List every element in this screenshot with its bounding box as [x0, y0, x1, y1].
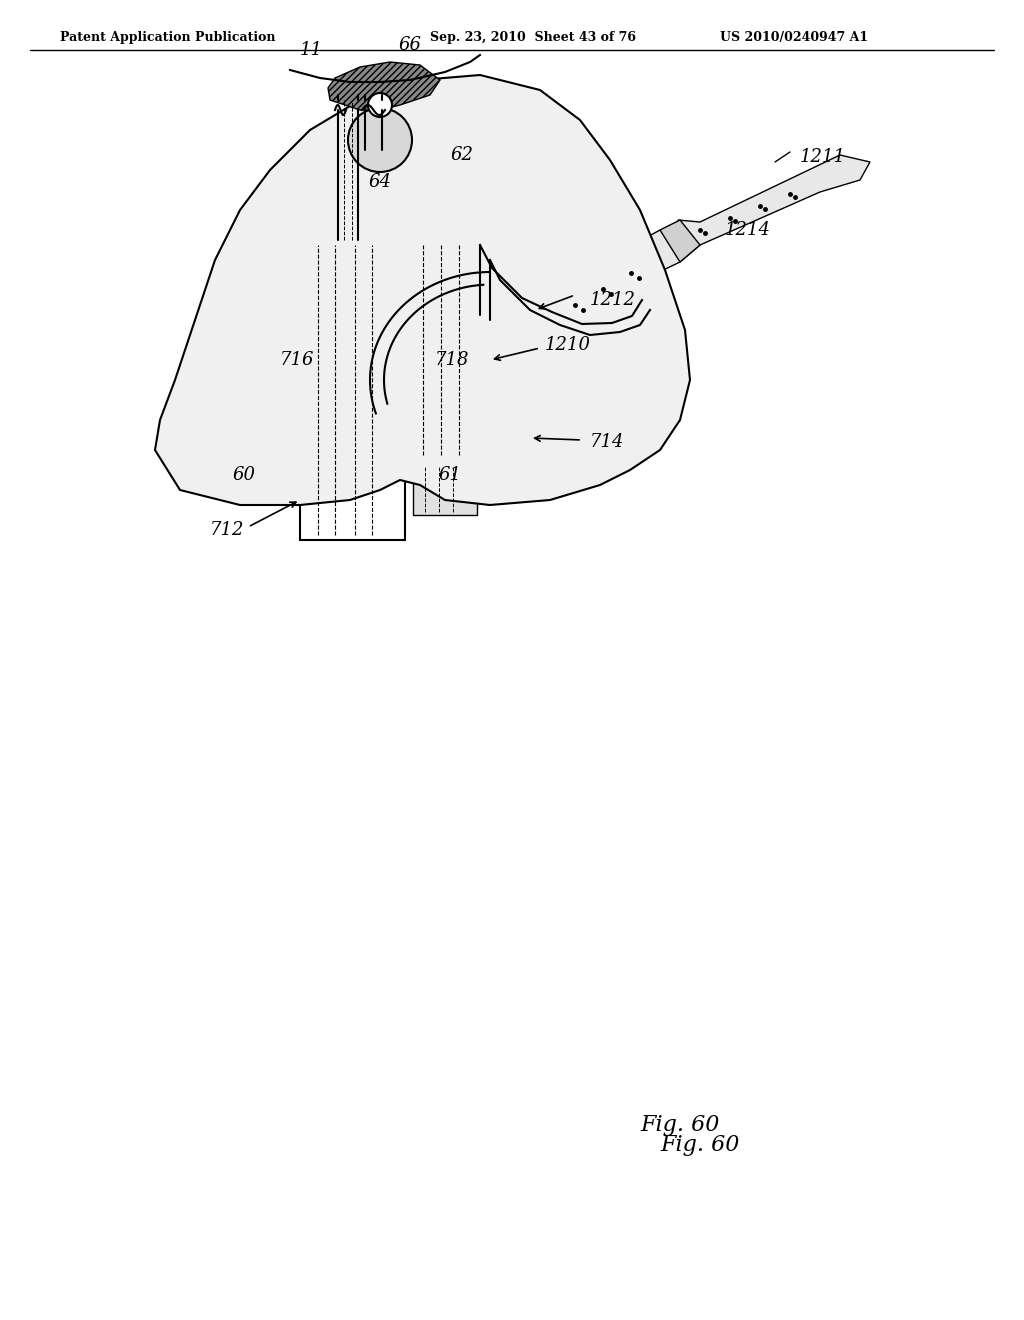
Text: 66: 66 [398, 36, 421, 54]
Text: 1211: 1211 [800, 148, 846, 166]
Text: Fig. 60: Fig. 60 [640, 1114, 720, 1137]
Polygon shape [328, 62, 440, 110]
Bar [406, 240, 485, 459]
Text: 716: 716 [280, 351, 314, 370]
Bar [300, 240, 406, 540]
Text: Fig. 60: Fig. 60 [660, 1134, 739, 1156]
Text: 62: 62 [450, 147, 473, 164]
Text: 718: 718 [435, 351, 469, 370]
Text: US 2010/0240947 A1: US 2010/0240947 A1 [720, 30, 868, 44]
Polygon shape [660, 220, 700, 261]
Circle shape [308, 338, 322, 352]
Bar [413, 465, 477, 515]
Text: 1212: 1212 [590, 290, 636, 309]
Text: 712: 712 [210, 521, 245, 539]
Text: 11: 11 [300, 41, 323, 59]
Polygon shape [410, 150, 505, 240]
Text: Sep. 23, 2010  Sheet 43 of 76: Sep. 23, 2010 Sheet 43 of 76 [430, 30, 636, 44]
Circle shape [348, 108, 412, 172]
Bar [319, 392, 348, 420]
Text: 1214: 1214 [725, 220, 771, 239]
Text: 64: 64 [368, 173, 391, 191]
Polygon shape [155, 75, 690, 506]
Text: 60: 60 [232, 466, 255, 484]
Polygon shape [540, 230, 700, 315]
Circle shape [368, 92, 392, 117]
Circle shape [308, 243, 322, 257]
Text: 61: 61 [438, 466, 461, 484]
Polygon shape [678, 154, 870, 246]
Text: 714: 714 [590, 433, 625, 451]
Text: 1210: 1210 [545, 337, 591, 354]
Text: Patent Application Publication: Patent Application Publication [60, 30, 275, 44]
Polygon shape [270, 280, 300, 380]
